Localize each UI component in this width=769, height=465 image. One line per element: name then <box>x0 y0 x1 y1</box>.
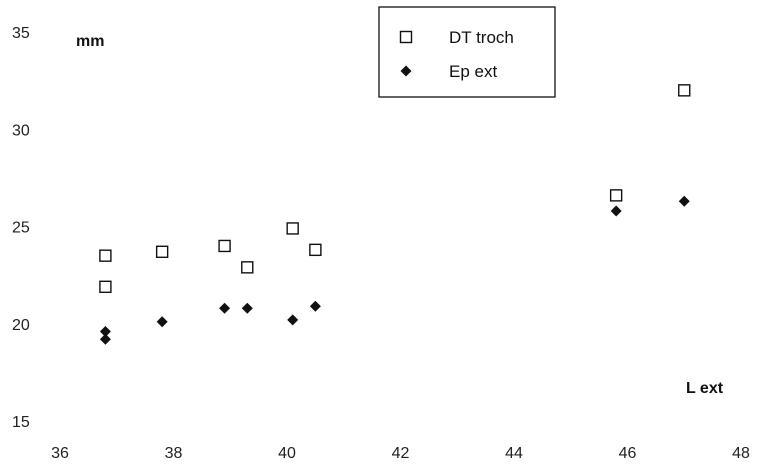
legend-box <box>378 6 556 98</box>
square-marker <box>609 189 623 202</box>
x-axis-label: L ext <box>686 380 724 397</box>
square-marker <box>309 243 322 257</box>
x-tick-label: 36 <box>51 445 69 462</box>
y-tick-label: 20 <box>12 317 30 334</box>
x-tick-label: 40 <box>278 445 296 462</box>
square-marker <box>99 280 112 293</box>
square-marker <box>218 239 231 253</box>
diamond-marker <box>156 316 168 328</box>
diamond-marker <box>241 302 253 314</box>
y-axis-ticks: 15 20 25 30 35 <box>12 25 30 431</box>
diamond-marker <box>309 300 321 312</box>
legend: DT troch Ep ext <box>378 6 556 98</box>
x-tick-label: 38 <box>165 445 183 462</box>
legend-square-marker <box>399 30 413 44</box>
diamond-marker <box>678 195 690 207</box>
x-tick-label: 44 <box>505 445 523 462</box>
diamond-marker <box>287 314 299 326</box>
legend-diamond-marker <box>400 65 412 77</box>
diamond-marker <box>219 302 231 314</box>
y-tick-label: 30 <box>12 122 30 139</box>
y-axis-label: mm <box>76 33 104 50</box>
y-tick-label: 35 <box>12 25 30 42</box>
legend-label: Ep ext <box>449 62 497 81</box>
square-marker <box>155 245 169 258</box>
square-marker <box>678 84 691 97</box>
data-points <box>99 84 691 345</box>
x-tick-label: 46 <box>619 445 637 462</box>
x-tick-label: 48 <box>732 445 750 462</box>
y-tick-label: 25 <box>12 220 30 237</box>
x-tick-label: 42 <box>392 445 410 462</box>
legend-label: DT troch <box>449 28 514 47</box>
x-axis-ticks: 36 38 40 42 44 46 48 <box>51 445 750 462</box>
square-marker <box>99 249 112 262</box>
y-tick-label: 15 <box>12 414 30 431</box>
diamond-marker <box>99 333 111 345</box>
square-marker <box>286 222 299 235</box>
square-marker <box>241 261 254 274</box>
diamond-marker <box>99 326 111 338</box>
diamond-marker <box>610 205 622 217</box>
